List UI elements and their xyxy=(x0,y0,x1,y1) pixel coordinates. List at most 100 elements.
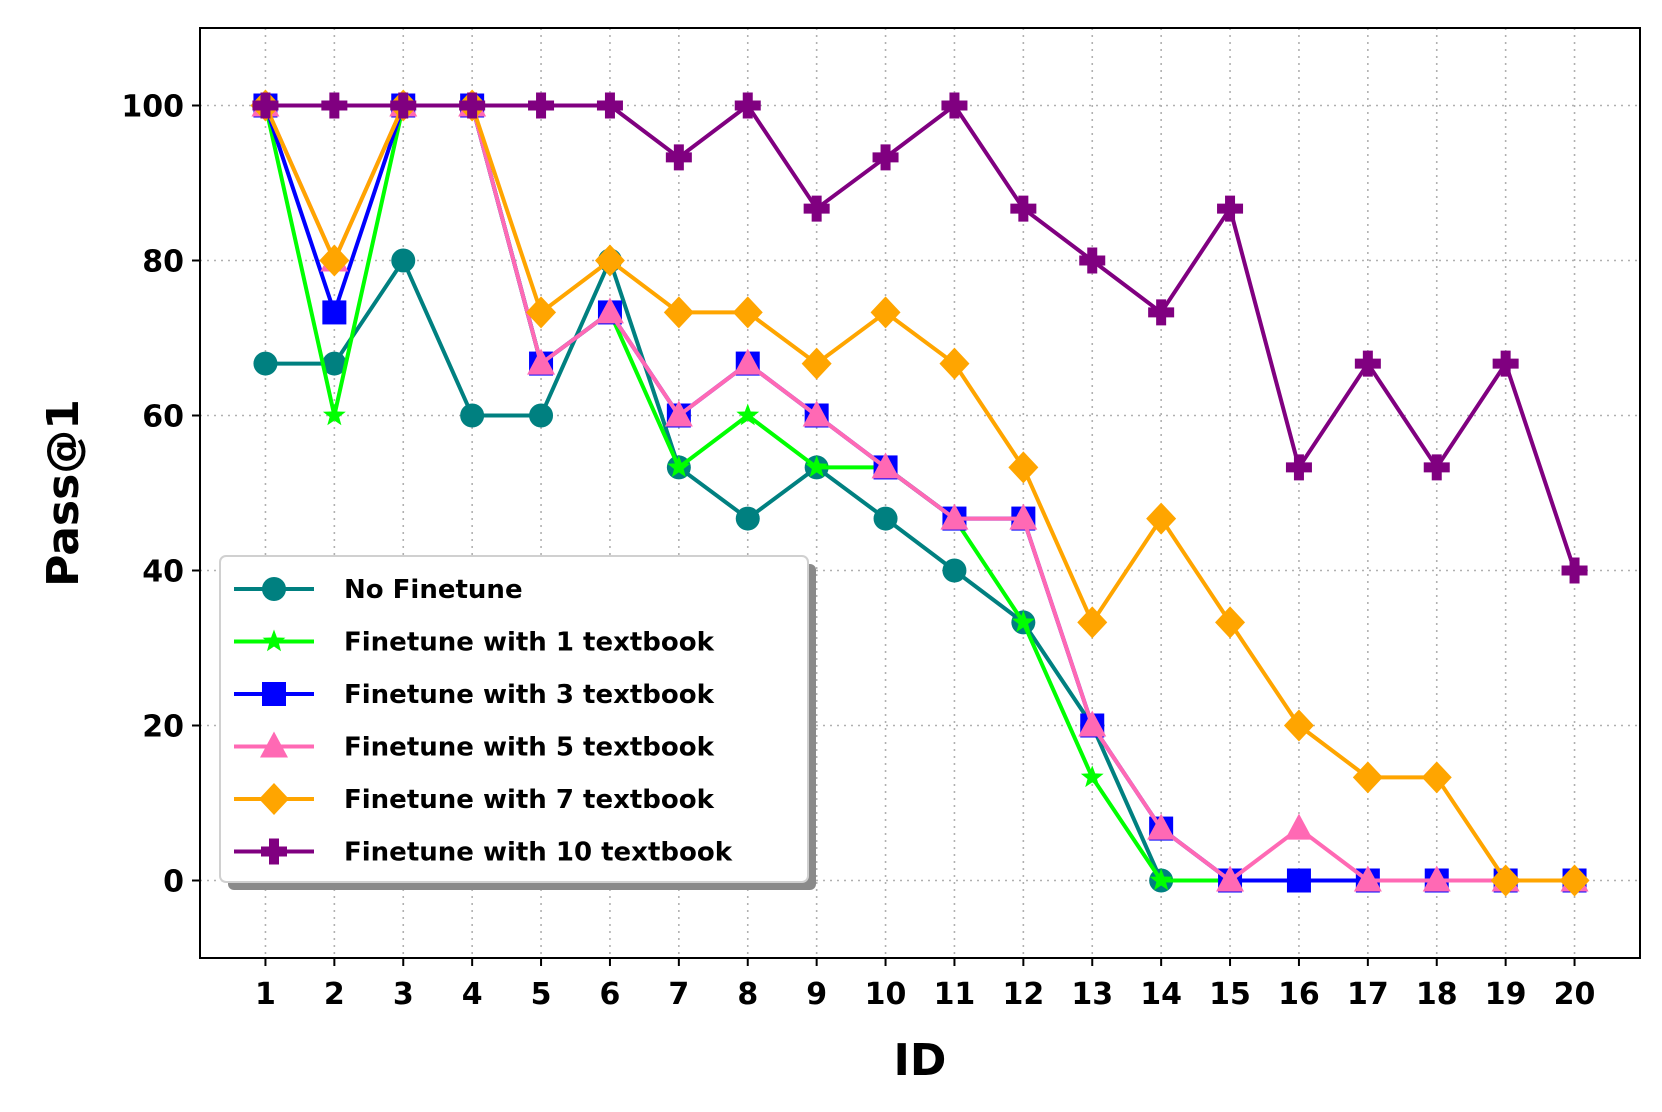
data-point xyxy=(1561,557,1588,584)
ticks: 1 2 3 4 5 6 7 8 9 10 11 12 13 14 15 16 17 18 19 20020406080… xyxy=(121,90,1595,1013)
data-point xyxy=(873,506,898,531)
data-point xyxy=(528,92,555,119)
data-point xyxy=(322,300,347,325)
legend-marker xyxy=(261,838,287,865)
legend-entry: Finetune with 1 textbook xyxy=(234,628,715,658)
y-tick-label: 40 xyxy=(142,555,184,590)
x-tick-label: 9 xyxy=(806,977,827,1012)
x-tick-label: 19 xyxy=(1485,977,1527,1012)
data-point xyxy=(803,195,830,222)
data-point xyxy=(1011,610,1035,633)
data-point xyxy=(1490,864,1521,897)
legend: No Finetune Finetune with 1 textbook Finet… xyxy=(219,555,816,890)
data-point xyxy=(1077,606,1108,639)
y-axis-label: Pass@1 xyxy=(38,399,89,587)
data-point xyxy=(1283,709,1314,742)
data-point xyxy=(736,403,760,426)
x-tick-label: 7 xyxy=(668,977,689,1012)
x-tick-label: 11 xyxy=(934,977,976,1012)
data-point xyxy=(321,92,348,119)
x-tick-label: 20 xyxy=(1554,977,1596,1012)
legend-label: Finetune with 5 textbook xyxy=(344,733,715,763)
x-tick-label: 2 xyxy=(324,977,345,1012)
data-point xyxy=(1149,868,1173,891)
data-point xyxy=(1147,813,1176,840)
series-line xyxy=(263,103,1575,883)
legend-marker xyxy=(259,783,289,815)
x-tick-label: 16 xyxy=(1278,977,1320,1012)
legend-entry: Finetune with 3 textbook xyxy=(234,680,715,710)
data-point xyxy=(1285,454,1312,481)
x-tick-label: 3 xyxy=(393,977,414,1012)
data-point xyxy=(253,351,278,376)
x-axis-label: ID xyxy=(894,1035,947,1086)
x-tick-label: 4 xyxy=(462,977,483,1012)
legend-marker xyxy=(262,577,286,601)
data-point xyxy=(526,296,557,329)
data-point xyxy=(942,558,967,583)
y-tick-label: 20 xyxy=(142,710,184,745)
legend-label: Finetune with 3 textbook xyxy=(344,680,715,710)
data-point xyxy=(1217,195,1244,222)
x-tick-label: 5 xyxy=(531,977,552,1012)
data-point xyxy=(1352,761,1383,794)
data-point xyxy=(941,92,968,119)
data-point xyxy=(1353,865,1382,892)
data-point xyxy=(460,403,485,428)
data-point xyxy=(390,92,417,119)
data-point xyxy=(1423,454,1450,481)
data-point xyxy=(391,248,416,273)
y-tick-label: 0 xyxy=(163,865,184,900)
data-point xyxy=(939,347,970,380)
legend-entry: Finetune with 5 textbook xyxy=(234,731,715,763)
legend-marker xyxy=(262,682,286,706)
x-tick-label: 6 xyxy=(600,977,621,1012)
x-tick-label: 12 xyxy=(1002,977,1044,1012)
data-point xyxy=(1080,765,1104,788)
x-tick-label: 8 xyxy=(737,977,758,1012)
data-point xyxy=(596,92,623,119)
data-point xyxy=(663,296,694,329)
x-tick-label: 14 xyxy=(1140,977,1182,1012)
data-point xyxy=(664,400,693,427)
data-point xyxy=(805,455,829,478)
data-point xyxy=(733,348,762,375)
legend-marker xyxy=(260,731,288,758)
data-point xyxy=(801,347,832,380)
data-point xyxy=(322,351,347,376)
data-point xyxy=(1008,451,1039,484)
x-tick-label: 10 xyxy=(865,977,907,1012)
series-6 xyxy=(252,92,1588,584)
data-point xyxy=(1010,195,1037,222)
data-point xyxy=(322,403,346,426)
data-point xyxy=(1148,299,1175,326)
data-point xyxy=(872,144,899,171)
data-point xyxy=(1215,606,1246,639)
legend-box xyxy=(219,555,809,883)
y-tick-label: 60 xyxy=(142,400,184,435)
legend-label: Finetune with 1 textbook xyxy=(344,628,715,658)
data-point xyxy=(1146,502,1177,535)
data-point xyxy=(735,506,760,531)
legend-entry: Finetune with 7 textbook xyxy=(234,783,715,815)
data-point xyxy=(1354,350,1381,377)
data-point xyxy=(252,92,279,119)
data-point xyxy=(319,244,350,277)
x-tick-label: 15 xyxy=(1209,977,1251,1012)
x-tick-label: 18 xyxy=(1416,977,1458,1012)
data-point xyxy=(1421,761,1452,794)
data-point xyxy=(1559,864,1590,897)
data-point xyxy=(459,92,486,119)
data-point xyxy=(732,296,763,329)
data-point xyxy=(594,244,625,277)
series-layer xyxy=(250,89,1590,897)
legend-label: Finetune with 7 textbook xyxy=(344,785,715,815)
data-point xyxy=(802,400,831,427)
series-line xyxy=(265,258,1163,882)
legend-entry: No Finetune xyxy=(234,575,523,605)
legend-label: Finetune with 10 textbook xyxy=(344,838,733,868)
data-point xyxy=(871,452,900,479)
data-point xyxy=(1492,350,1519,377)
series-5 xyxy=(250,89,1590,897)
data-point xyxy=(529,403,554,428)
